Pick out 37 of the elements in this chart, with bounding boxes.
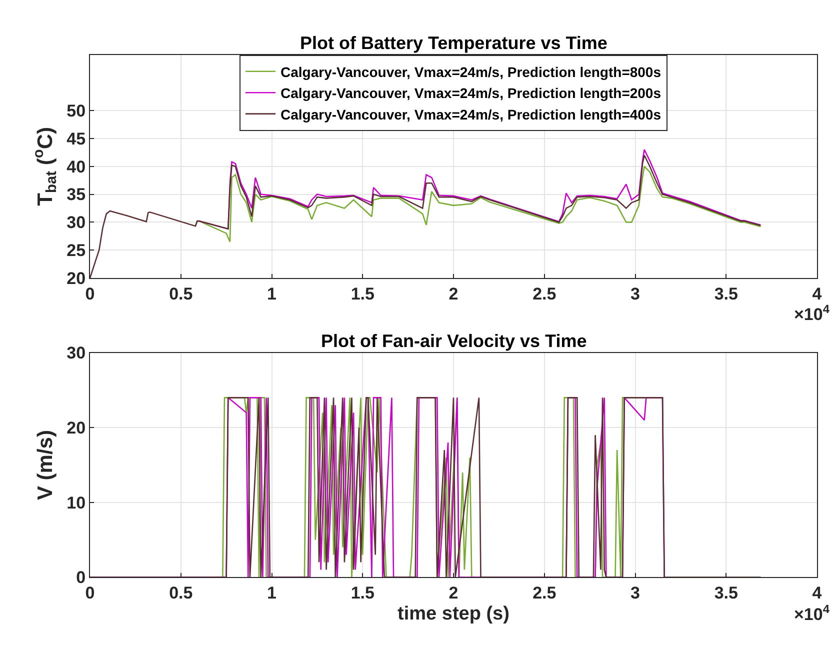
y-axis-title: V (m/s) [34, 430, 57, 500]
y-tick-label: 10 [66, 493, 86, 512]
y-tick-label: 20 [66, 418, 86, 438]
x-tick-label: 2 [448, 584, 458, 603]
x-tick-label: 3.5 [714, 584, 738, 603]
legend-label: Calgary-Vancouver, Vmax=24m/s, Prediction length=400s [280, 106, 662, 122]
y-tick-label: 20 [66, 268, 86, 288]
chart-title: Plot of Battery Temperature vs Time [300, 33, 608, 53]
y-tick-label: 50 [66, 102, 86, 121]
y-tick-label: 30 [66, 344, 86, 363]
x-tick-label: 0.5 [169, 284, 193, 304]
legend-label: Calgary-Vancouver, Vmax=24m/s, Prediction length=800s [280, 64, 662, 80]
x-tick-label: 4 [812, 284, 822, 304]
chart-title: Plot of Fan-air Velocity vs Time [321, 331, 587, 351]
x-tick-label: 2.5 [532, 284, 556, 304]
text: ×10$^{4}$ [794, 602, 830, 624]
y-tick-label: 25 [66, 241, 86, 260]
x-tick-label: 3 [630, 584, 640, 603]
y-tick-label: 30 [66, 213, 86, 232]
x-tick-label: 1 [267, 284, 276, 304]
legend-label: Calgary-Vancouver, Vmax=24m/s, Prediction length=200s [280, 85, 662, 102]
x-tick-label: 1.5 [350, 584, 374, 603]
line-series [90, 154, 762, 278]
x-tick-label: 1.5 [350, 284, 374, 304]
y-tick-label: 0 [76, 568, 86, 588]
x-tick-label: 2.5 [532, 584, 556, 603]
text: ×10$^{4}$ [794, 302, 830, 324]
x-tick-label: 3.5 [714, 284, 738, 304]
x-tick-label: 3 [630, 284, 640, 304]
x-axis-title: time step (s) [398, 603, 510, 624]
x-tick-label: 2 [448, 284, 458, 304]
x-tick-label: 4 [812, 584, 822, 603]
y-tick-label: 45 [66, 129, 86, 148]
x-tick-label: 1 [267, 584, 276, 603]
y-tick-label: 40 [66, 157, 86, 176]
y-tick-label: 35 [66, 185, 86, 204]
x-tick-label: 0.5 [169, 584, 193, 603]
